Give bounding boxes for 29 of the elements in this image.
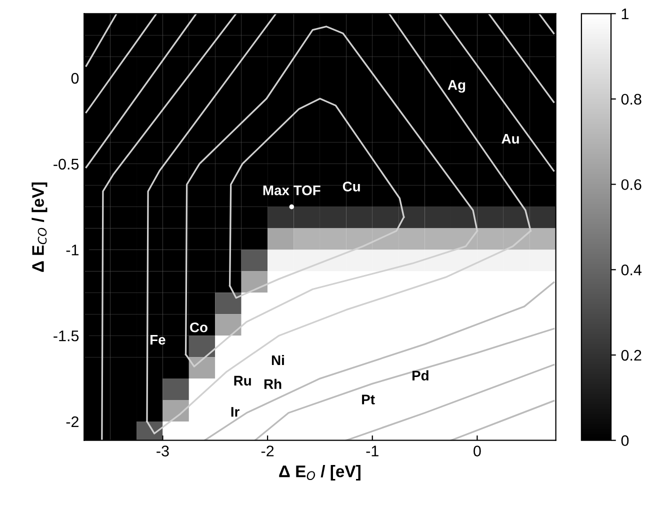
x-axis-title: Δ E$_{O}$ / [eV] <box>279 465 360 481</box>
y-tick-label: -1 <box>66 244 78 256</box>
y-tick-label: -2 <box>66 416 78 428</box>
color-bar-label: 0.8 <box>621 94 642 105</box>
annotation: Au <box>502 134 519 144</box>
x-tick-label: -3 <box>156 446 169 456</box>
annotation: Co <box>190 322 208 332</box>
y-tick-label: 0 <box>71 72 79 84</box>
color-bar-label: 0 <box>621 435 629 446</box>
annotation: Ru <box>234 376 251 386</box>
annotation: Rh <box>264 378 282 389</box>
annotation: Fe <box>150 334 166 345</box>
y-axis-title: Δ E$_{CO}$ / [eV] <box>32 182 48 272</box>
x-tick-label: -1 <box>366 446 378 456</box>
x-tick-label: -2 <box>261 446 274 456</box>
annotation: Cu <box>342 182 360 192</box>
annotation: Ir <box>231 407 240 417</box>
x-tick-label: 0 <box>474 446 481 456</box>
y-tick-label: -0.5 <box>54 158 79 170</box>
color-bar-label: 0.2 <box>621 350 642 361</box>
color-bar-label: 0.6 <box>621 179 642 190</box>
y-tick-label: -1.5 <box>54 330 79 342</box>
annotation: Ni <box>272 354 284 366</box>
annotation: Pd <box>412 370 428 381</box>
color-bar-label: 1 <box>622 8 628 20</box>
annotation: Max TOF <box>263 185 320 196</box>
color-bar-label: 0.4 <box>621 264 642 276</box>
annotation: Pt <box>362 394 375 404</box>
annotation: Ag <box>448 80 466 93</box>
